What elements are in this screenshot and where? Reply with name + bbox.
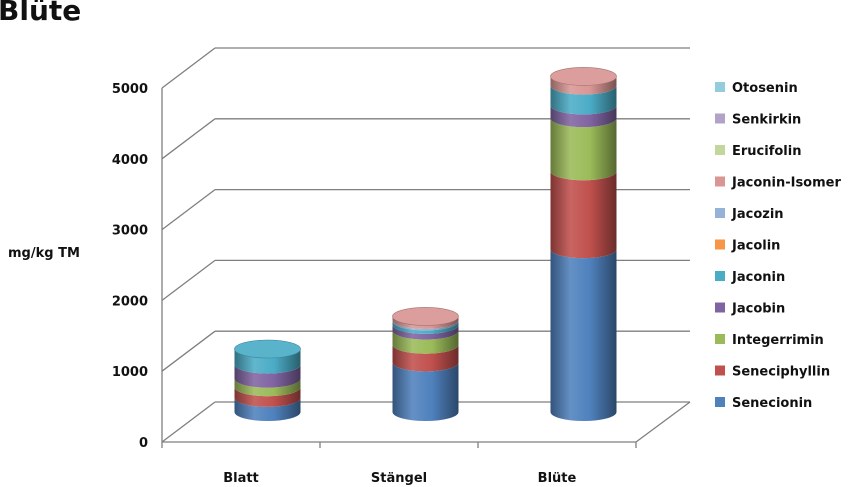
bar-segment [550,118,617,181]
legend-label: Senecionin [732,396,812,411]
y-tick-label: 3000 [112,224,148,239]
y-tick-label: 5000 [112,82,148,97]
bar-segment [392,330,459,354]
legend-swatch [715,239,725,250]
y-tick-label: 2000 [112,294,148,309]
y-tick-labels: 0 1000 2000 3000 4000 5000 [112,82,148,451]
legend-item: Jacobin [715,302,785,317]
bar-segment [392,319,459,331]
legend-item: Jacozin [715,207,784,222]
y-axis-title: mg/kg TM [8,246,80,261]
bar-segment [392,321,459,334]
legend-swatch [715,145,725,155]
legend-label: Erucifolin [732,144,801,159]
legend-item: Integerrimin [715,333,824,348]
y-tick-label: 4000 [112,153,148,168]
legend-swatch [715,271,725,281]
legend-label: Jacolin [731,239,780,254]
bar-segment [234,364,301,388]
legend-label: Jacobin [731,302,785,317]
bar-segment [550,85,617,115]
legend-item: Otosenin [715,81,798,96]
bar-top-cap [392,307,459,326]
legend-label: Integerrimin [732,333,824,348]
x-tick-label: Stängel [371,471,427,486]
bars [234,67,617,421]
legend-item: Senecionin [715,396,812,411]
legend-label: Seneciphyllin [732,365,830,380]
bar-top-cap [550,67,617,86]
legend-item: Jaconin-Isomer [715,176,841,191]
legend-item: Jaconin [715,270,785,285]
chart-title: Blüte [0,0,81,27]
legend-swatch [715,334,725,344]
x-tick-label: Blatt [223,471,259,486]
legend-label: Jaconin [731,270,785,285]
x-tick-label: Blüte [538,471,577,486]
bar-segment [392,344,459,372]
gridline [161,47,690,89]
legend-swatch [715,365,725,376]
bar-segment [234,348,301,374]
legend-swatch [715,302,725,313]
y-tick-label: 0 [139,436,148,451]
legend-item: Seneciphyllin [715,365,830,380]
legend-swatch [715,208,725,218]
legend-item: Senkirkin [715,113,801,128]
legend-swatch [715,176,725,187]
legend-label: Jacozin [731,207,784,222]
bar-segment [234,397,301,421]
x-tick-labels: Blatt Stängel Blüte [223,471,576,486]
bar-segment [550,171,617,259]
legend: Otosenin Senkirkin Erucifolin Jaconin-Isome… [715,81,841,411]
legend-swatch [715,113,725,124]
bar-segment [392,362,459,421]
bar-segment [550,105,617,128]
legend-item: Erucifolin [715,144,801,159]
bar-segment [550,249,617,421]
bar-top-cap [234,339,301,359]
bar-segment [392,316,459,329]
legend-label: Jaconin-Isomer [731,176,841,191]
legend-swatch [715,397,725,407]
legend-label: Senkirkin [732,113,801,128]
bar-segment [234,378,301,397]
legend-label: Otosenin [732,81,798,96]
bar-segment [392,324,459,340]
bar-segment [234,387,301,407]
floor-edge [635,401,691,443]
legend-swatch [715,82,725,92]
legend-item: Jacolin [715,239,780,254]
gridlines [161,47,691,448]
y-tick-label: 1000 [112,365,148,380]
